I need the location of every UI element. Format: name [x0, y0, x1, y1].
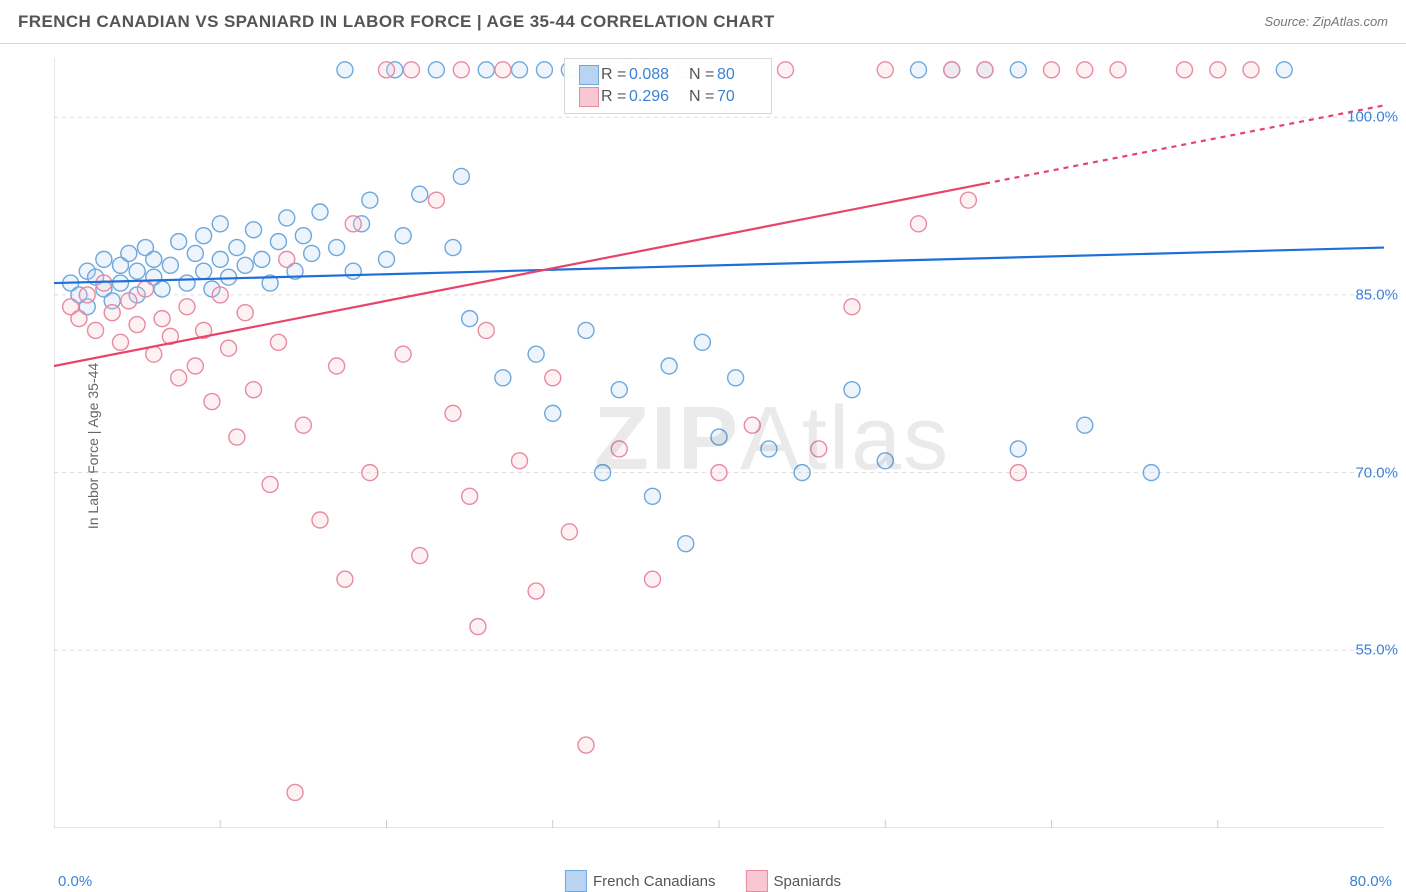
legend-swatch: [579, 87, 599, 107]
stat-r-value: 0.088: [629, 66, 689, 84]
scatter-svg: [54, 58, 1384, 828]
stat-r-label: R =: [601, 88, 629, 106]
stat-n-label: N =: [689, 88, 717, 106]
x-max-label: 80.0%: [1349, 873, 1392, 890]
chart-title: FRENCH CANADIAN VS SPANIARD IN LABOR FOR…: [18, 12, 775, 32]
stat-legend-box: R = 0.088N = 80 R = 0.296N = 70: [564, 58, 772, 114]
legend-item: Spaniards: [746, 870, 842, 892]
legend-label: French Canadians: [593, 873, 716, 890]
stat-r-label: R =: [601, 66, 629, 84]
stat-r-value: 0.296: [629, 88, 689, 106]
legend-item: French Canadians: [565, 870, 716, 892]
title-bar: FRENCH CANADIAN VS SPANIARD IN LABOR FOR…: [0, 0, 1406, 44]
legend-swatch: [746, 870, 768, 892]
stat-n-label: N =: [689, 66, 717, 84]
stat-n-value: 80: [717, 66, 757, 84]
bottom-legend: French Canadians Spaniards: [565, 870, 841, 892]
chart-container: FRENCH CANADIAN VS SPANIARD IN LABOR FOR…: [0, 0, 1406, 892]
legend-label: Spaniards: [774, 873, 842, 890]
x-min-label: 0.0%: [58, 873, 92, 890]
source-attribution: Source: ZipAtlas.com: [1264, 14, 1388, 29]
plot-area: ZIPAtlas R = 0.088N = 80R = 0.296N = 70: [54, 58, 1384, 828]
stat-n-value: 70: [717, 88, 757, 106]
legend-swatch: [579, 65, 599, 85]
legend-swatch: [565, 870, 587, 892]
